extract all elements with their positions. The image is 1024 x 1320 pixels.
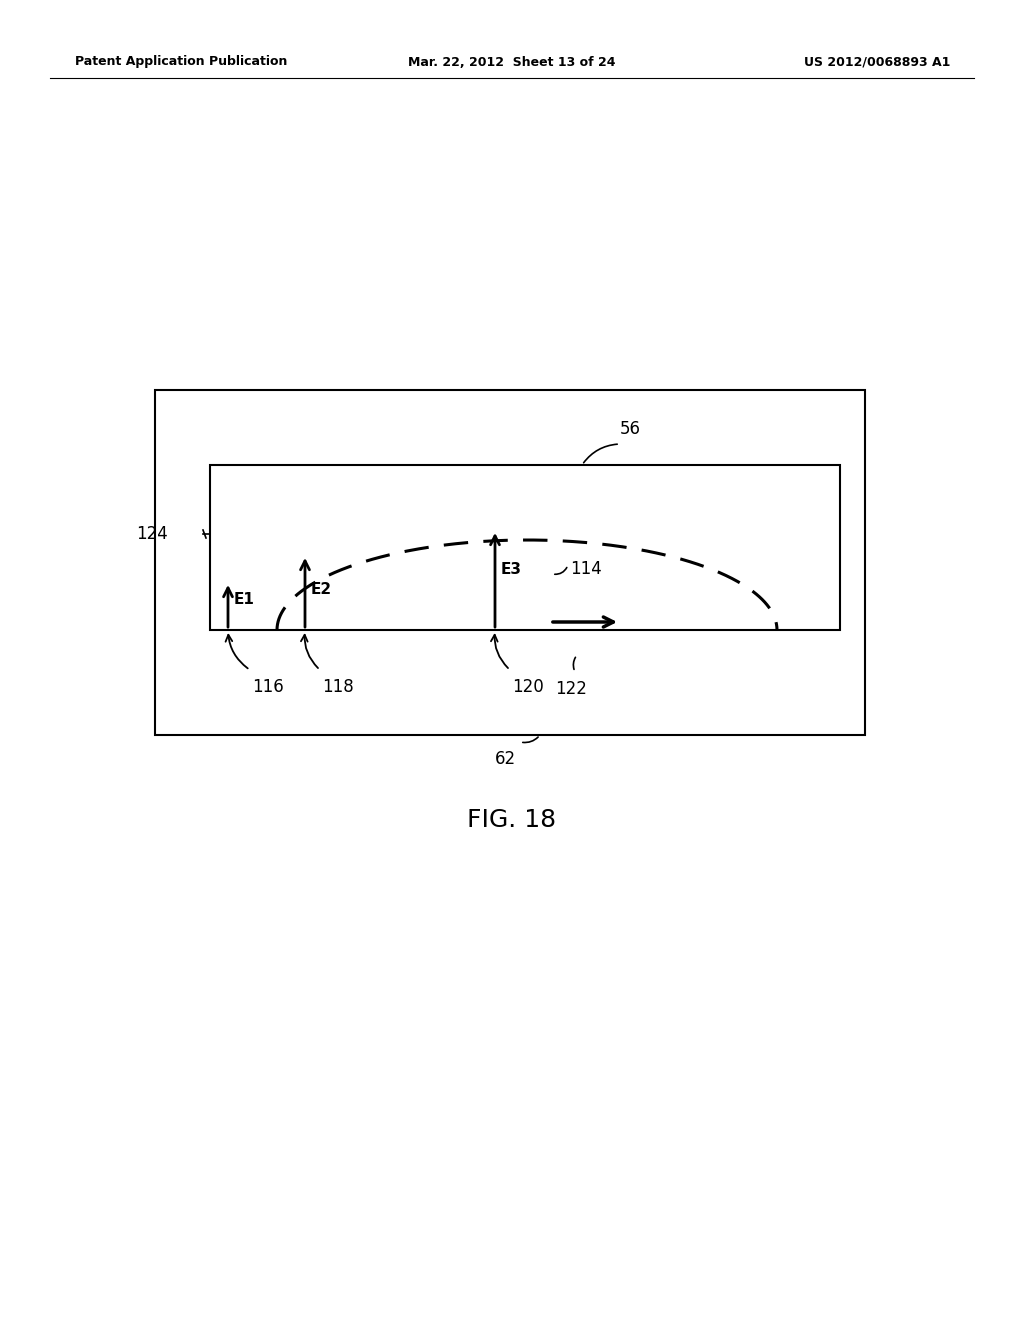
Text: 62: 62	[495, 750, 515, 768]
Bar	[155, 389, 865, 735]
Text: E1: E1	[234, 593, 255, 607]
Text: 114: 114	[570, 560, 602, 578]
Text: 116: 116	[252, 678, 284, 696]
Text: 56: 56	[620, 420, 641, 438]
Text: E2: E2	[311, 582, 332, 598]
Text: 120: 120	[512, 678, 544, 696]
Text: Patent Application Publication: Patent Application Publication	[75, 55, 288, 69]
Text: 122: 122	[555, 680, 587, 698]
Text: US 2012/0068893 A1: US 2012/0068893 A1	[804, 55, 950, 69]
Text: E3: E3	[501, 562, 522, 578]
Text: FIG. 18: FIG. 18	[467, 808, 557, 832]
Text: 118: 118	[322, 678, 353, 696]
Bar	[210, 465, 840, 630]
Text: Mar. 22, 2012  Sheet 13 of 24: Mar. 22, 2012 Sheet 13 of 24	[409, 55, 615, 69]
Text: 124: 124	[136, 525, 168, 543]
